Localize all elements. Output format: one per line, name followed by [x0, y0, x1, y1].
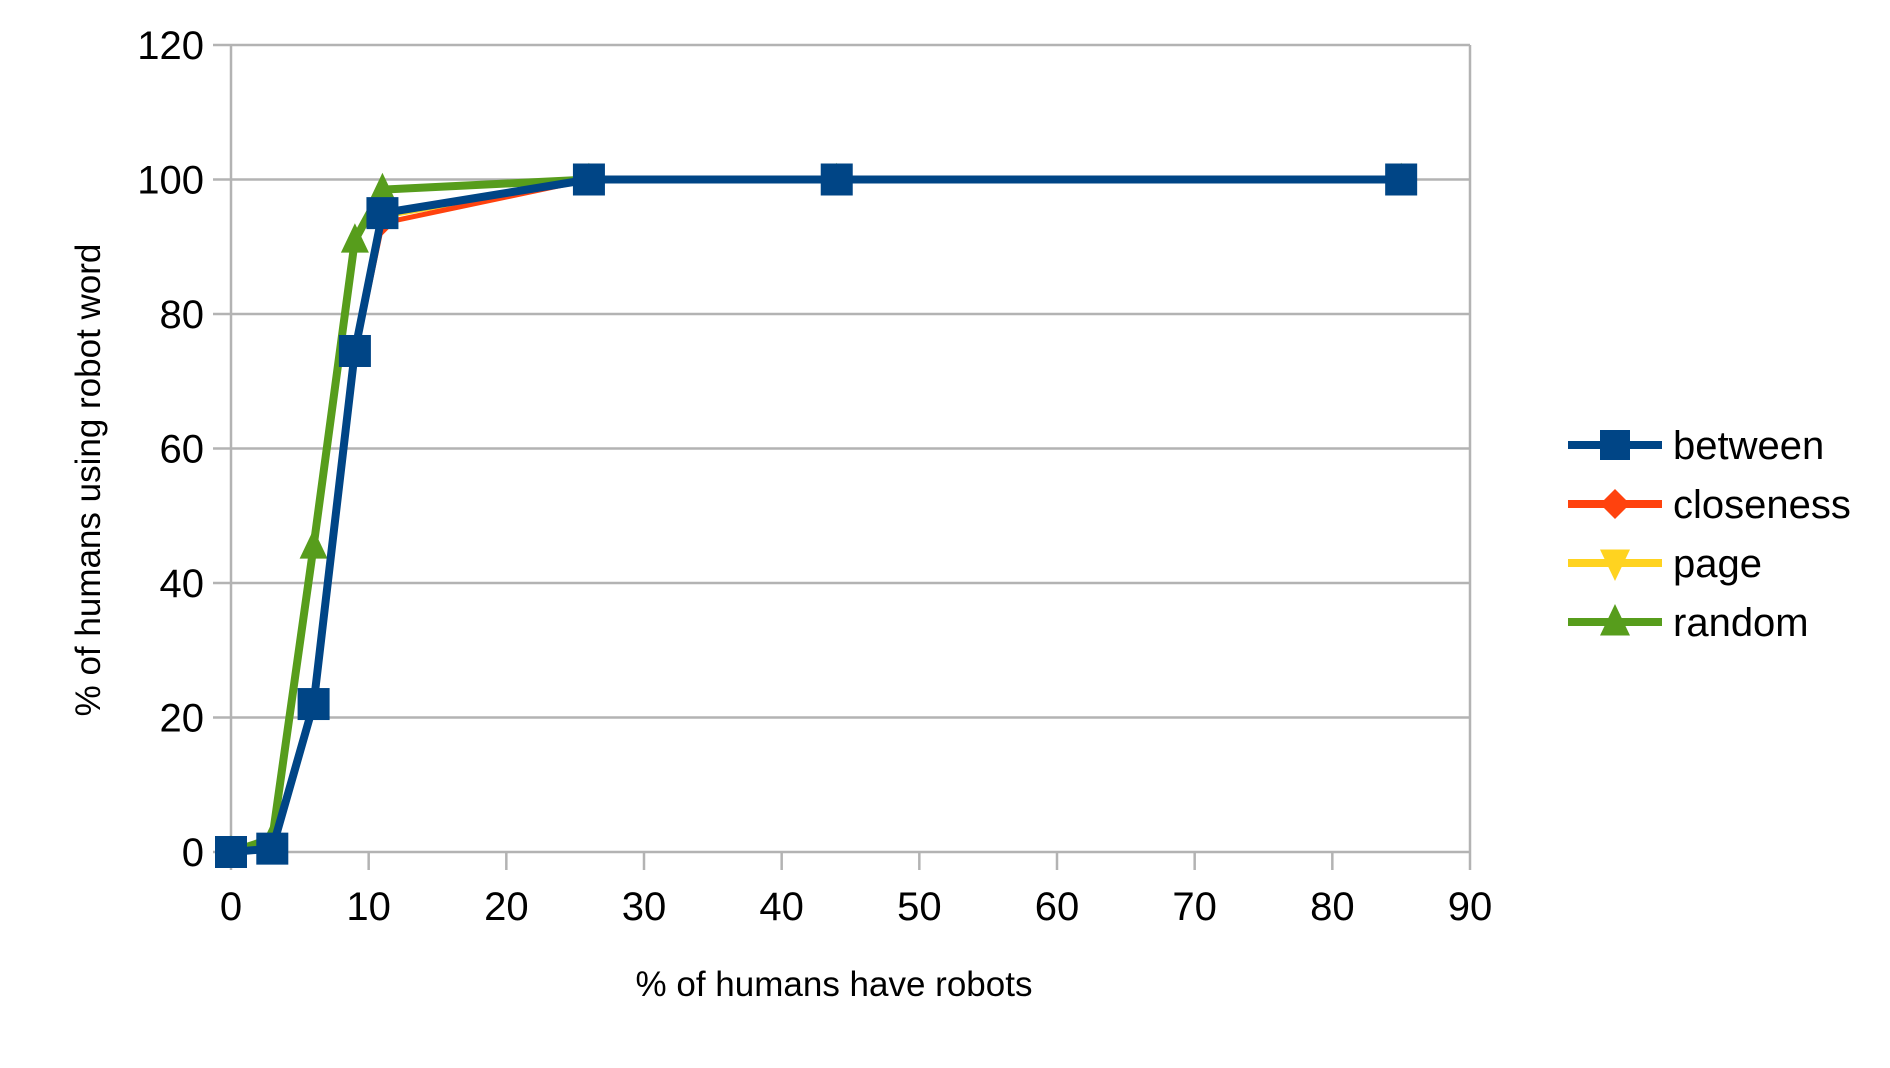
- tick-label-layer: 0 20 40 60 80 100 120 0 10 20 30 40 50 60 70 80 90: [137, 24, 1492, 929]
- x-tick-label-20: 20: [484, 885, 529, 929]
- y-tick-label-40: 40: [160, 562, 205, 606]
- series-closeness: [219, 167, 1414, 864]
- legend-label-random: random: [1673, 601, 1809, 645]
- legend-item-between: between: [1568, 424, 1824, 468]
- series-random: [217, 162, 1416, 865]
- series-line-random: [229, 175, 1402, 856]
- x-tick-label-60: 60: [1035, 885, 1080, 929]
- series-line-page: [230, 177, 1402, 855]
- series-between: [215, 163, 1418, 868]
- y-tick-label-0: 0: [182, 831, 204, 875]
- legend-label-between: between: [1673, 424, 1824, 468]
- legend-marker-page: [1600, 549, 1630, 581]
- y-tick-label-80: 80: [160, 293, 205, 337]
- data-point-random-3: [340, 223, 369, 253]
- legend-marker-closeness: [1600, 489, 1630, 519]
- legend-label-page: page: [1673, 542, 1762, 586]
- y-tick-label-60: 60: [160, 428, 205, 472]
- series-line-closeness: [230, 177, 1402, 855]
- grid-layer: [231, 43, 1470, 719]
- data-point-between-6: [820, 163, 853, 196]
- legend-item-page: page: [1568, 542, 1762, 586]
- data-point-between-4: [366, 197, 399, 230]
- y-tick-label-120: 120: [137, 24, 204, 68]
- x-tick-label-50: 50: [897, 885, 942, 929]
- x-tick-label-80: 80: [1310, 885, 1355, 929]
- y-axis-title: % of humans using robot word: [69, 244, 108, 717]
- series-line-between: [230, 175, 1402, 856]
- x-tick-label-40: 40: [759, 885, 804, 929]
- data-point-between-1: [256, 832, 289, 865]
- x-tick-label-0: 0: [220, 885, 242, 929]
- series-layer: [215, 162, 1418, 868]
- data-point-between-3: [338, 334, 371, 367]
- data-point-between-2: [297, 688, 330, 721]
- legend: between closeness page random: [1568, 424, 1851, 645]
- data-point-random-2: [299, 529, 328, 559]
- data-point-between-5: [572, 163, 605, 196]
- legend-marker-between: [1600, 430, 1630, 460]
- x-axis-title: % of humans have robots: [636, 965, 1033, 1004]
- data-point-between-0: [215, 836, 247, 868]
- x-tick-label-70: 70: [1172, 885, 1217, 929]
- series-page: [219, 168, 1414, 867]
- data-point-between-7: [1385, 163, 1418, 196]
- legend-label-closeness: closeness: [1673, 483, 1851, 527]
- x-tick-label-30: 30: [622, 885, 667, 929]
- y-tick-label-100: 100: [137, 159, 204, 203]
- y-tick-label-20: 20: [160, 697, 205, 741]
- legend-item-closeness: closeness: [1568, 483, 1851, 527]
- data-point-random-4: [368, 172, 397, 203]
- legend-item-random: random: [1568, 601, 1809, 645]
- legend-marker-random: [1600, 604, 1630, 636]
- axis-layer: [213, 43, 1472, 870]
- x-tick-label-10: 10: [346, 885, 391, 929]
- x-tick-label-90: 90: [1448, 885, 1493, 929]
